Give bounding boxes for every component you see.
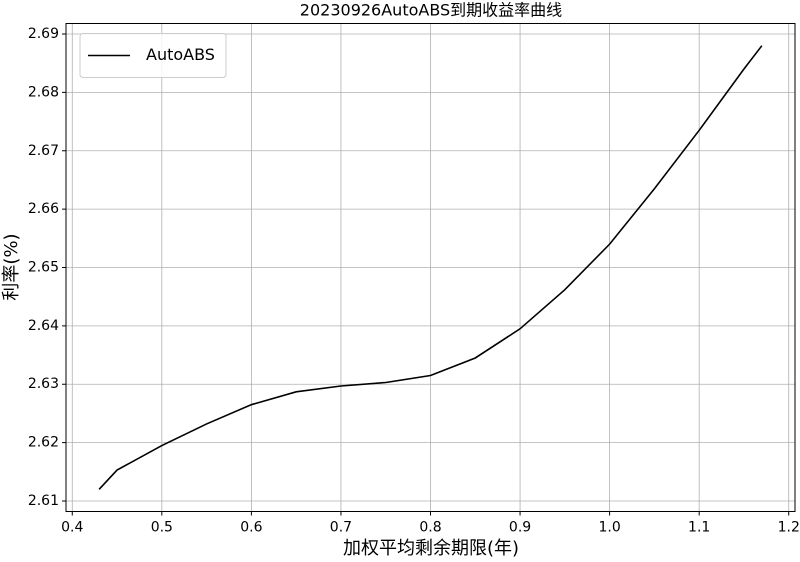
y-axis-label: 利率(%) bbox=[1, 233, 22, 300]
x-tick-label: 1.0 bbox=[598, 520, 620, 536]
line-series bbox=[98, 45, 763, 490]
y-tick-label: 2.61 bbox=[28, 493, 59, 509]
y-tick-label: 2.65 bbox=[28, 260, 59, 276]
plot-frame bbox=[65, 23, 796, 512]
y-tick-label: 2.64 bbox=[28, 318, 59, 334]
x-tick-label: 0.4 bbox=[61, 520, 83, 536]
x-tick-label: 1.1 bbox=[688, 520, 710, 536]
legend-label: AutoABS bbox=[146, 45, 215, 64]
y-tick-label: 2.62 bbox=[28, 435, 59, 451]
y-tick-label: 2.63 bbox=[28, 376, 59, 392]
x-tick-label: 0.7 bbox=[330, 520, 352, 536]
x-tick-label: 0.5 bbox=[151, 520, 173, 536]
x-tick-label: 0.8 bbox=[419, 520, 441, 536]
y-tick-label: 2.68 bbox=[28, 84, 59, 100]
y-tick-label: 2.69 bbox=[28, 26, 59, 42]
y-tick-label: 2.66 bbox=[28, 201, 59, 217]
x-tick-label: 1.2 bbox=[778, 520, 800, 536]
x-tick-label: 0.9 bbox=[509, 520, 531, 536]
legend-box bbox=[79, 33, 227, 78]
x-tick-label: 0.6 bbox=[240, 520, 262, 536]
y-tick-label: 2.67 bbox=[28, 143, 59, 159]
x-axis-label: 加权平均剩余期限(年) bbox=[343, 538, 519, 559]
chart-title: 20230926AutoABS到期收益率曲线 bbox=[300, 1, 562, 20]
